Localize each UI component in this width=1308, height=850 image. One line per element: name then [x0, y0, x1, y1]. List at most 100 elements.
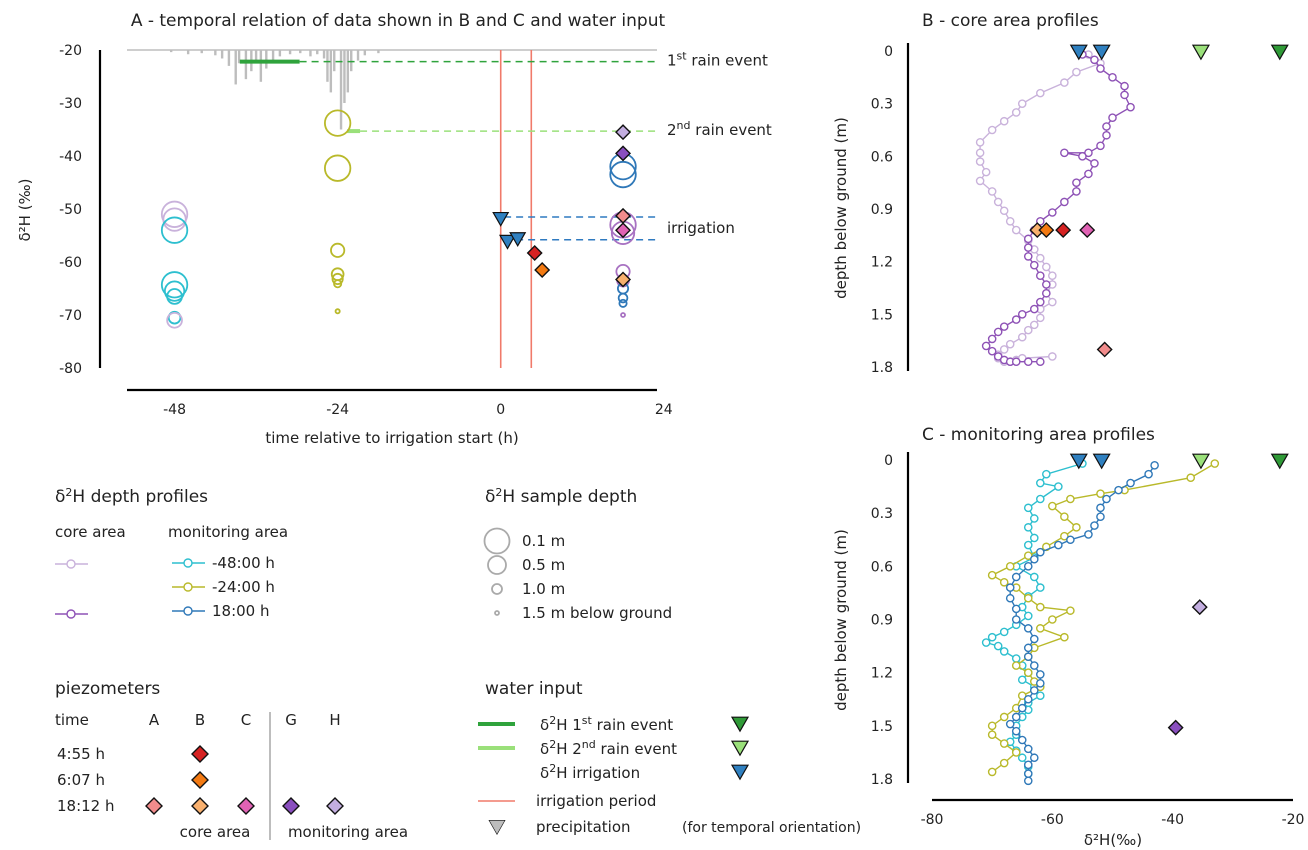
panel-c-profile-point [999, 739, 1009, 748]
precipitation-bar [309, 50, 312, 57]
precipitation-bar [244, 50, 248, 80]
precipitation-bar [363, 50, 367, 56]
panel-b-profile-point [1011, 225, 1021, 235]
panel-b-diamond [1096, 341, 1113, 358]
precipitation-bar [356, 50, 360, 61]
panel-c-ytick: 0 [884, 453, 893, 469]
panel-c-profile-point [1048, 501, 1057, 511]
panel-c-profile-point [1054, 482, 1063, 491]
panel-b-profile-point [1011, 315, 1021, 324]
depth-circle [324, 109, 352, 137]
panel-c-profile-point [1023, 760, 1033, 770]
panel-b-diamond [1055, 222, 1072, 239]
legend-depth-title: δ2H sample depth [485, 486, 637, 507]
panel-c-profile-point [1023, 523, 1033, 532]
panel-c-profile-point [1066, 535, 1075, 545]
legend-piezo-col: H [329, 711, 340, 729]
panel-c-profile-point [1036, 478, 1045, 488]
panel-c-profile-point [999, 627, 1009, 637]
panel-c-profile-point [1011, 572, 1021, 582]
panel-b-profile-point [1042, 280, 1051, 289]
panel-b-triangle [1270, 44, 1289, 61]
legend-water-label-part: δ [540, 716, 549, 734]
depth-circle [330, 242, 346, 258]
panel-c-triangle [1092, 453, 1111, 470]
depth-circle [162, 207, 187, 232]
precipitation-bar [265, 50, 268, 69]
panel-c-ytick: 0.9 [871, 613, 893, 629]
panel-c-profile-point [987, 721, 997, 731]
panel-c-profile-point [1023, 744, 1033, 754]
panel-a-axes: -20 -30 -40 -50 -60 -70 -80 -48 -24 0 24 [59, 43, 673, 418]
panel-a-marks [160, 50, 657, 368]
legend-core-point [66, 609, 76, 619]
panel-b-triangle [1092, 44, 1111, 61]
panel-c-profile-point [1036, 679, 1045, 688]
panel-c-profile-point [1023, 652, 1033, 662]
legend-profile-point [183, 582, 193, 592]
panel-b-axes: 0 0.3 0.6 0.9 1.2 1.5 1.8 [871, 43, 910, 376]
panel-c-xtick: -20 [1282, 812, 1305, 828]
panel-c-xtick: -80 [921, 812, 944, 828]
panel-c-profile-point [981, 638, 991, 647]
legend-core-point [66, 559, 76, 569]
panel-b-profile-point [975, 137, 985, 147]
panel-a-ylabel: δ²H (‰) [16, 178, 34, 241]
panel-c-profile-point [1084, 530, 1093, 539]
precipitation-bar [220, 50, 224, 59]
panel-c-profile-point [999, 577, 1009, 587]
panel-c: C - monitoring area profiles 0 0.3 0.6 0.9 1… [832, 425, 1304, 849]
depth-circle [609, 160, 637, 189]
panel-b-profile-point [1023, 357, 1033, 367]
legend-water-label: δ2H 2nd rain event [540, 738, 677, 758]
legend-water-triangle [730, 716, 750, 733]
panel-a-ytick: -70 [59, 308, 82, 324]
panel-c-profile-point [1036, 494, 1045, 504]
legend-profile-point [183, 558, 193, 568]
panel-c-profile-point [1023, 593, 1033, 603]
legend-profile-point [183, 606, 193, 616]
panel-a-ytick: -80 [59, 361, 82, 377]
panel-c-profile-point [1017, 753, 1027, 763]
irrigation-triangle [492, 211, 510, 227]
panel-c-profile-point [1011, 661, 1021, 670]
panel-b-ytick: 0.3 [871, 97, 893, 113]
panel-c-profile-point [1029, 533, 1039, 543]
panel-b-profile-point [1017, 332, 1027, 342]
panel-c-title: C - monitoring area profiles [922, 425, 1155, 445]
depth-circle [166, 311, 183, 329]
legend-depth-label: 0.1 m [522, 532, 565, 550]
depth-circle [620, 312, 626, 318]
panel-c-profile-point [1029, 686, 1039, 695]
legend-profiles-title-base: δ [55, 487, 65, 507]
panel-a-ytick: -20 [59, 43, 82, 59]
piezometer-diamond [534, 261, 551, 278]
annotation-text: rain event [687, 52, 768, 70]
legend-water-label-part: 2 [549, 714, 556, 727]
precipitation-bar [377, 50, 380, 54]
panel-b-profile-point [1072, 67, 1081, 77]
panel-c-profile-point [1029, 753, 1039, 763]
panel-c-profile-point [1036, 547, 1045, 557]
panel-c-profile-point [1023, 562, 1033, 571]
depth-circle [160, 200, 189, 228]
legend-piezo-col: G [285, 711, 297, 729]
panel-c-ylabel: depth below ground (m) [832, 529, 850, 711]
precipitation-bar [343, 50, 346, 103]
precipitation-bars [127, 49, 657, 130]
legend-precip-triangle-fill [489, 820, 505, 834]
panel-b-profile-point [1005, 216, 1015, 226]
legend-monitoring-area-label: monitoring area [168, 523, 288, 541]
panel-b-profile-point [1036, 297, 1045, 307]
panel-c-profile-point [1150, 461, 1159, 470]
panel-b-ytick: 1.5 [871, 307, 893, 323]
panel-c-ytick: 0.6 [871, 559, 893, 575]
panel-b-profile-point [981, 167, 991, 177]
legend-profile-label: -24:00 h [212, 578, 275, 596]
legend-profile-label: -48:00 h [212, 554, 275, 572]
panel-c-profile-point [987, 730, 997, 739]
panel-b-profile-point [975, 148, 985, 158]
precipitation-bar [339, 50, 343, 130]
